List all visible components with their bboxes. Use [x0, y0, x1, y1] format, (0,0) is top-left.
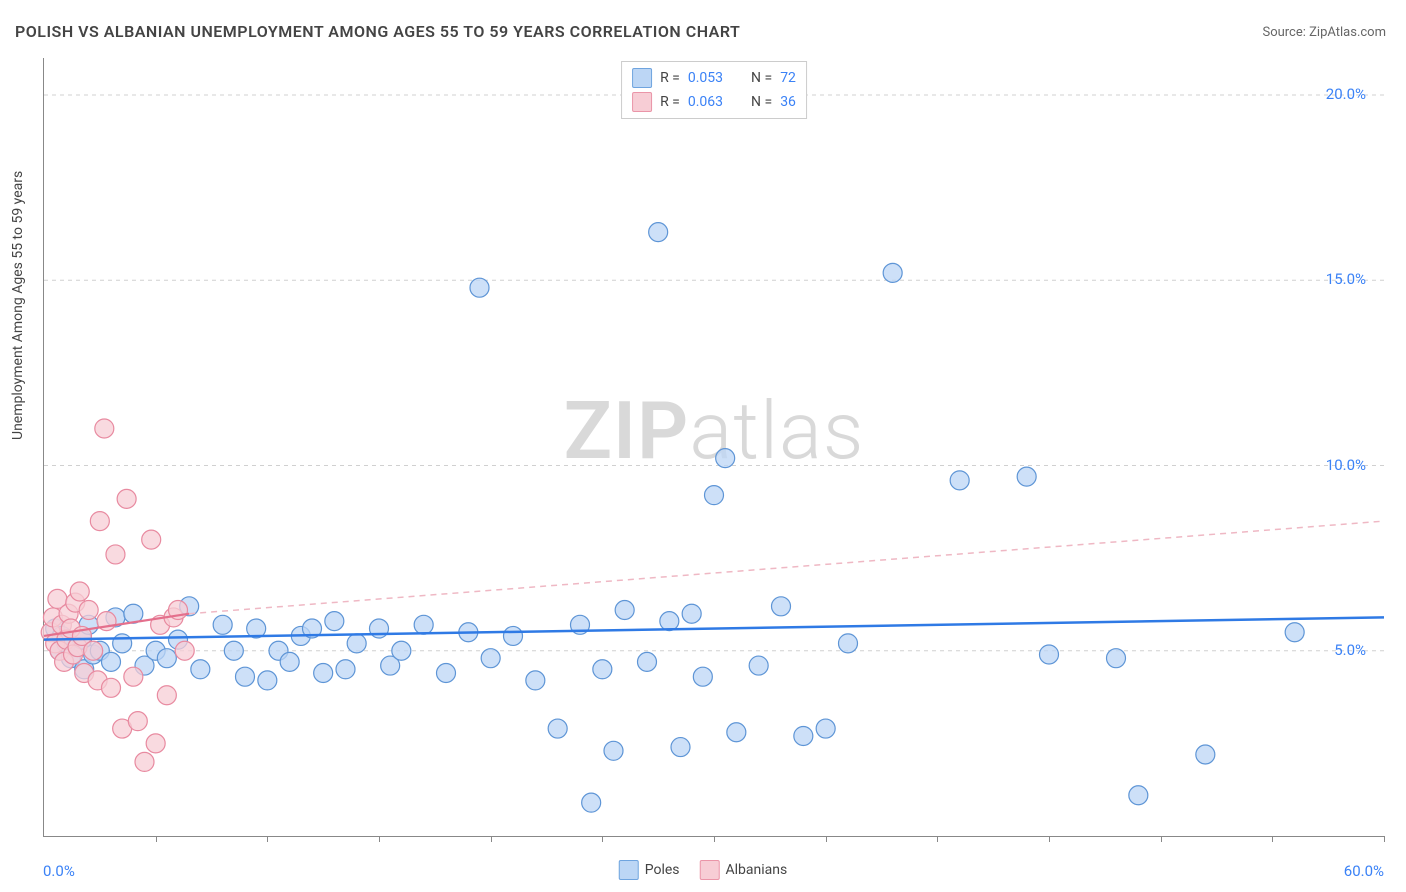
chart-title: POLISH VS ALBANIAN UNEMPLOYMENT AMONG AG…	[15, 22, 740, 41]
legend-swatch	[632, 68, 652, 88]
legend-n-label: N =	[751, 94, 772, 110]
legend-r-value: 0.053	[688, 70, 723, 86]
plot-svg	[44, 58, 1384, 836]
legend-n-value: 72	[780, 70, 796, 86]
chart-source: Source: ZipAtlas.com	[1262, 25, 1386, 40]
y-axis-label: Unemployment Among Ages 55 to 59 years	[10, 171, 26, 440]
x-axis-max-label: 60.0%	[1344, 862, 1384, 880]
legend-series-label: Poles	[645, 862, 680, 878]
legend-series-item: Poles	[619, 860, 680, 880]
x-tick	[1049, 836, 1050, 842]
legend-series-label: Albanians	[726, 862, 788, 878]
source-label: Source:	[1262, 25, 1309, 40]
legend-n-label: N =	[751, 70, 772, 86]
legend-correlation-row: R = 0.053 N = 72	[632, 66, 796, 90]
x-tick	[602, 836, 603, 842]
legend-r-value: 0.063	[688, 94, 723, 110]
x-tick	[1161, 836, 1162, 842]
legend-series-item: Albanians	[700, 860, 788, 880]
x-axis-min-label: 0.0%	[43, 862, 75, 880]
y-tick-label: 20.0%	[1326, 85, 1366, 103]
plot-area: ZIPatlas R = 0.053N = 72R = 0.063N = 36 …	[43, 58, 1384, 837]
y-tick-label: 15.0%	[1326, 270, 1366, 288]
legend-swatch	[619, 860, 639, 880]
legend-n-value: 36	[780, 94, 796, 110]
x-tick	[826, 836, 827, 842]
legend-swatch	[632, 92, 652, 112]
legend-swatch	[700, 860, 720, 880]
x-tick	[491, 836, 492, 842]
chart-container: POLISH VS ALBANIAN UNEMPLOYMENT AMONG AG…	[0, 0, 1406, 892]
x-tick	[937, 836, 938, 842]
legend-r-label: R =	[660, 70, 680, 86]
x-tick	[379, 836, 380, 842]
y-tick-label: 10.0%	[1326, 456, 1366, 474]
legend-r-label: R =	[660, 94, 680, 110]
x-tick	[1384, 836, 1385, 842]
x-tick	[714, 836, 715, 842]
legend-correlation-row: R = 0.063 N = 36	[632, 90, 796, 114]
source-link[interactable]: ZipAtlas.com	[1309, 25, 1386, 40]
x-tick	[156, 836, 157, 842]
y-tick-label: 5.0%	[1334, 641, 1366, 659]
x-tick	[1272, 836, 1273, 842]
legend-series: Poles Albanians	[619, 860, 788, 880]
x-tick	[267, 836, 268, 842]
legend-correlation: R = 0.053 N = 72 R = 0.063 N = 36	[621, 61, 807, 119]
